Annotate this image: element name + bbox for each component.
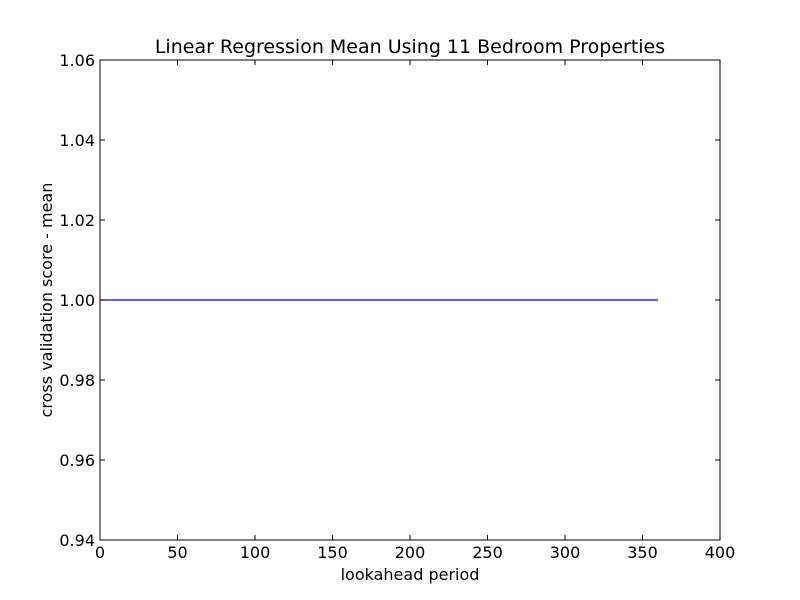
x-tick-label: 400 xyxy=(705,543,736,562)
y-tick-label: 0.96 xyxy=(59,451,95,470)
y-tick-label: 1.00 xyxy=(59,291,95,310)
chart-title: Linear Regression Mean Using 11 Bedroom … xyxy=(155,36,665,58)
x-tick-label: 250 xyxy=(472,543,503,562)
y-tick-label: 0.98 xyxy=(59,371,95,390)
y-tick-label: 1.02 xyxy=(59,211,95,230)
plot-area: 0 50 100 150 200 250 300 350 400 0.94 0.96 0.98 1.00… xyxy=(59,51,735,562)
y-tick-label: 0.94 xyxy=(59,531,95,550)
x-tick-label: 50 xyxy=(167,543,187,562)
x-tick-label: 0 xyxy=(95,543,105,562)
x-tick-label: 100 xyxy=(240,543,271,562)
y-tick-label: 1.06 xyxy=(59,51,95,70)
x-tick-label: 300 xyxy=(550,543,581,562)
x-tick-label: 150 xyxy=(317,543,348,562)
y-axis-label: cross validation score - mean xyxy=(37,183,56,418)
x-tick-label: 350 xyxy=(627,543,658,562)
x-axis-label: lookahead period xyxy=(341,565,480,584)
y-tick-label: 1.04 xyxy=(59,131,95,150)
x-tick-label: 200 xyxy=(395,543,426,562)
